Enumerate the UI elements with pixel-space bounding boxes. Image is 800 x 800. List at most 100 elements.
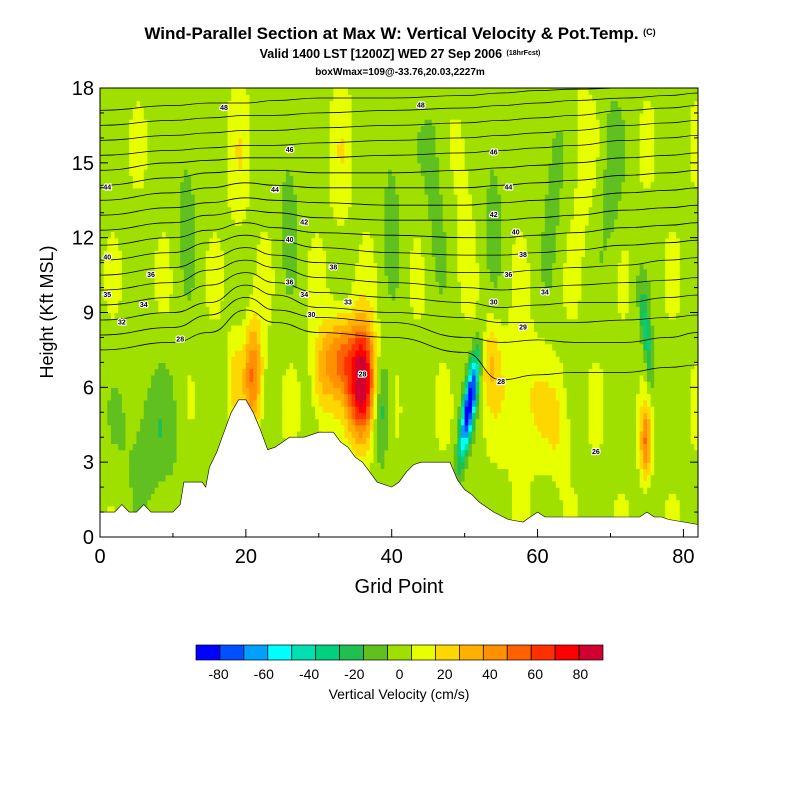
field-cell: [147, 362, 152, 370]
field-cell: [151, 343, 156, 351]
field-cell: [187, 293, 192, 301]
field-cell: [278, 150, 283, 158]
field-cell: [304, 225, 309, 233]
field-cell: [198, 449, 203, 457]
field-cell: [278, 212, 283, 220]
field-cell: [253, 237, 258, 245]
field-cell: [256, 343, 262, 351]
field-cell: [275, 100, 280, 108]
field-cell: [267, 119, 272, 127]
field-cell: [271, 200, 276, 208]
field-cell: [198, 455, 203, 463]
field-cell: [227, 324, 232, 332]
field-cell: [282, 424, 287, 432]
field-cell: [100, 212, 105, 220]
field-cell: [289, 300, 294, 307]
field-cell: [147, 112, 152, 120]
field-cell: [110, 418, 116, 426]
field-cell: [311, 94, 316, 102]
field-cell: [198, 368, 203, 376]
field-cell: [296, 275, 302, 282]
field-cell: [340, 212, 345, 220]
field-cell: [158, 312, 163, 320]
field-cell: [238, 262, 243, 270]
field-cell: [333, 106, 338, 114]
field-cell: [183, 437, 189, 445]
field-cell: [300, 131, 305, 139]
field-cell: [100, 250, 105, 257]
field-cell: [154, 424, 159, 432]
field-cell: [329, 418, 334, 426]
field-cell: [100, 462, 105, 470]
field-cell: [100, 430, 105, 438]
field-cell: [311, 381, 316, 388]
field-cell: [202, 150, 207, 158]
field-cell: [285, 337, 291, 345]
field-cell: [180, 100, 185, 108]
field-cell: [169, 150, 174, 158]
field-cell: [213, 399, 218, 407]
field-cell: [311, 424, 316, 432]
field-cell: [256, 349, 262, 357]
field-cell: [147, 499, 152, 507]
field-cell: [329, 399, 334, 407]
field-cell: [329, 175, 334, 183]
field-cell: [315, 349, 320, 357]
field-cell: [264, 206, 269, 214]
field-cell: [260, 343, 265, 351]
field-cell: [296, 243, 302, 251]
field-cell: [125, 225, 130, 233]
field-cell: [165, 318, 170, 326]
field-cell: [143, 112, 149, 120]
field-cell: [107, 137, 112, 145]
field-cell: [158, 455, 163, 463]
field-cell: [176, 343, 181, 351]
field-cell: [125, 281, 130, 289]
field-cell: [289, 169, 294, 176]
field-cell: [100, 225, 105, 233]
field-cell: [337, 119, 342, 127]
field-cell: [311, 187, 316, 195]
field-cell: [183, 381, 189, 388]
field-cell: [223, 131, 229, 139]
field-cell: [282, 356, 287, 363]
field-cell: [216, 312, 221, 320]
field-cell: [278, 318, 283, 326]
field-cell: [205, 337, 210, 345]
field-cell: [176, 430, 181, 438]
field-cell: [242, 324, 247, 332]
field-cell: [198, 293, 203, 301]
field-cell: [129, 131, 134, 139]
field-cell: [337, 206, 342, 214]
field-cell: [344, 162, 349, 170]
field-cell: [256, 250, 262, 257]
field-cell: [253, 268, 258, 276]
field-cell: [107, 237, 112, 245]
field-cell: [100, 144, 105, 151]
field-cell: [289, 94, 294, 102]
field-cell: [293, 406, 298, 413]
field-cell: [223, 275, 229, 282]
field-cell: [121, 275, 127, 282]
field-cell: [304, 212, 309, 220]
field-cell: [245, 88, 251, 95]
field-cell: [253, 250, 258, 257]
field-cell: [289, 318, 294, 326]
field-cell: [129, 387, 134, 395]
field-cell: [347, 412, 353, 420]
field-cell: [129, 281, 134, 289]
field-cell: [187, 449, 192, 457]
field-cell: [154, 200, 159, 208]
field-cell: [172, 162, 178, 170]
field-cell: [136, 343, 141, 351]
field-cell: [198, 106, 203, 114]
field-cell: [169, 493, 174, 501]
field-cell: [121, 144, 127, 151]
field-cell: [271, 374, 276, 382]
field-cell: [107, 312, 112, 320]
field-cell: [191, 106, 196, 114]
field-cell: [351, 406, 356, 413]
field-cell: [161, 106, 167, 114]
field-cell: [256, 187, 262, 195]
field-cell: [110, 337, 116, 345]
